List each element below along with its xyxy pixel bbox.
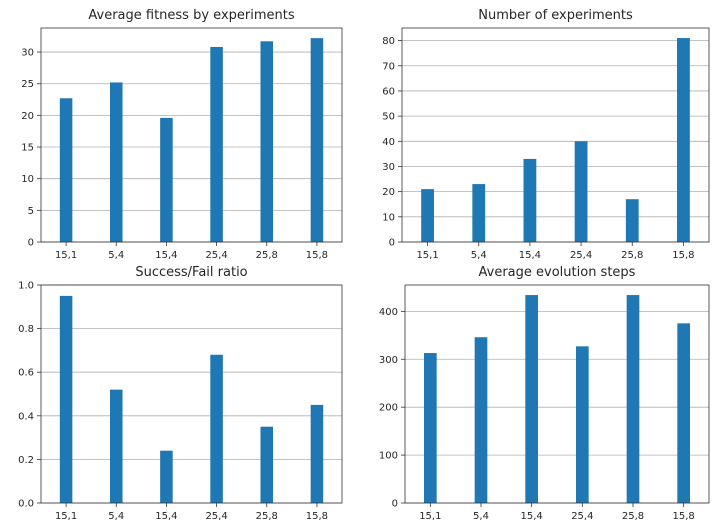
y-tick-label: 0.6 [18, 368, 34, 379]
y-tick-label: 50 [382, 112, 395, 123]
y-tick-label: 300 [379, 355, 398, 366]
bar-15-8 [310, 38, 324, 243]
x-tick-label: 25,4 [571, 511, 593, 522]
y-tick-label: 100 [379, 451, 398, 462]
y-tick-label: 1.0 [18, 281, 34, 292]
x-tick-label: 5,4 [108, 511, 124, 522]
x-tick-label: 25,8 [622, 511, 644, 522]
chart-title: Number of experiments [478, 8, 633, 23]
bar-15-8 [310, 404, 324, 503]
x-tick-label: 15,1 [55, 511, 77, 522]
x-tick-label: 5,4 [108, 250, 124, 261]
x-tick-label: 15,8 [306, 250, 328, 261]
x-tick-label: 25,8 [256, 511, 278, 522]
chart-title: Average evolution steps [479, 265, 636, 280]
bar-15-4 [160, 450, 173, 503]
chart-panel-number-of-experiments: Number of experiments 0 10 20 30 40 50 60 70 80 1… [382, 8, 710, 261]
x-tick-label: 25,8 [621, 250, 643, 261]
x-tick-label: 15,1 [55, 250, 77, 261]
bar-25-4 [210, 46, 223, 243]
bar-5-4 [474, 337, 488, 503]
chart-title: Average fitness by experiments [88, 8, 294, 23]
y-tick-label: 0 [389, 238, 395, 249]
bar-15-8 [677, 323, 690, 503]
y-tick-label: 30 [21, 48, 34, 59]
y-tick-label: 10 [21, 174, 34, 185]
x-tick-label: 15,4 [521, 511, 543, 522]
x-tick-label: 15,4 [155, 511, 177, 522]
x-tick-label: 15,8 [306, 511, 328, 522]
x-tick-label: 15,1 [419, 511, 441, 522]
bar-25-8 [260, 426, 274, 503]
bar-15-1 [421, 189, 434, 242]
y-tick-label: 30 [382, 162, 395, 173]
axes-frame [404, 284, 710, 504]
y-tick-label: 200 [379, 403, 398, 414]
bar-25-8 [626, 295, 640, 503]
y-tick-label: 80 [382, 36, 395, 47]
y-tick-label: 25 [21, 79, 34, 90]
bar-15-8 [677, 38, 690, 242]
bar-25-8 [260, 41, 274, 243]
bar-15-4 [523, 158, 537, 242]
y-tick-label: 40 [382, 137, 395, 148]
bar-5-4 [109, 389, 123, 503]
axes-frame [40, 284, 343, 504]
bar-25-4 [210, 354, 223, 503]
bar-15-1 [59, 295, 73, 503]
bar-5-4 [109, 82, 123, 242]
y-tick-label: 20 [21, 111, 34, 122]
bar-15-4 [160, 117, 173, 242]
bar-5-4 [472, 184, 486, 242]
x-tick-label: 25,8 [256, 250, 278, 261]
y-tick-label: 15 [21, 143, 34, 154]
y-tick-label: 0.4 [18, 411, 34, 422]
axes-frame [401, 27, 710, 243]
x-tick-label: 15,4 [155, 250, 177, 261]
y-tick-label: 20 [382, 187, 395, 198]
bar-15-1 [424, 353, 437, 503]
bar-25-4 [574, 141, 588, 242]
bar-15-1 [59, 98, 73, 242]
axes-frame [40, 27, 343, 243]
y-tick-label: 0.0 [18, 499, 34, 510]
x-tick-label: 15,8 [672, 250, 694, 261]
x-tick-label: 25,4 [205, 511, 227, 522]
x-tick-label: 5,4 [471, 250, 487, 261]
bar-25-4 [576, 346, 589, 503]
y-tick-label: 70 [382, 61, 395, 72]
chart-title: Success/Fail ratio [135, 265, 247, 280]
chart-panel-average-evolution-steps: Average evolution steps 0 100 200 300 400 15,… [379, 265, 710, 522]
bar-25-8 [625, 199, 639, 242]
y-tick-label: 0.2 [18, 455, 34, 466]
y-tick-label: 0 [28, 238, 34, 249]
bar-15-4 [525, 295, 538, 503]
x-tick-label: 5,4 [473, 511, 489, 522]
x-tick-label: 15,4 [519, 250, 541, 261]
y-tick-label: 0 [392, 499, 398, 510]
chart-panel-average-fitness: Average fitness by experiments 0 5 10 15 20 2… [21, 8, 343, 261]
x-tick-label: 15,1 [416, 250, 438, 261]
chart-panel-success-fail-ratio: Success/Fail ratio 0.0 0.2 0.4 0.6 0.8 1.0 15,… [18, 265, 343, 522]
y-tick-label: 400 [379, 307, 398, 318]
y-tick-label: 10 [382, 212, 395, 223]
x-tick-label: 25,4 [570, 250, 592, 261]
y-tick-label: 0.8 [18, 324, 34, 335]
x-tick-label: 15,8 [673, 511, 695, 522]
x-tick-label: 25,4 [205, 250, 227, 261]
y-tick-label: 5 [28, 206, 34, 217]
y-tick-label: 60 [382, 86, 395, 97]
